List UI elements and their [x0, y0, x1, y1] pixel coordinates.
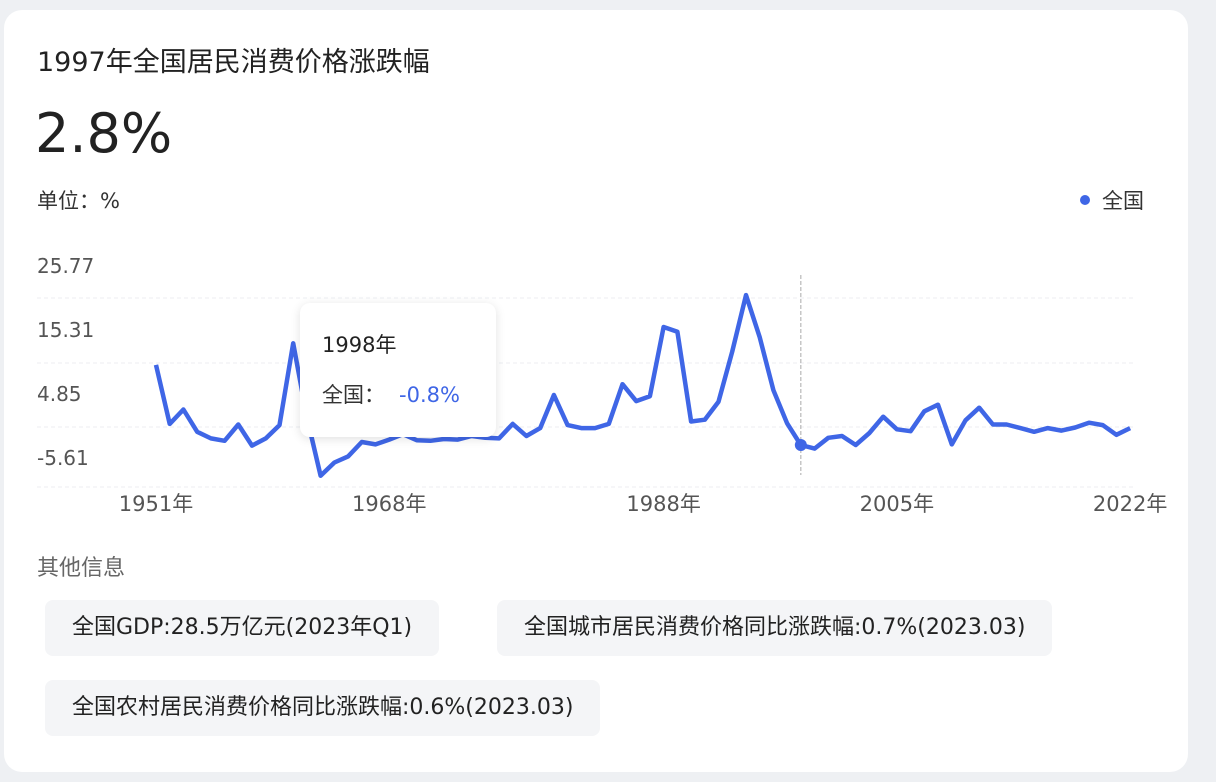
x-tick: 2022年: [1092, 492, 1168, 516]
tooltip-value: -0.8%: [399, 383, 460, 407]
info-chip-rural-cpi[interactable]: 全国农村居民消费价格同比涨跌幅:0.6%(2023.03): [45, 680, 601, 736]
tooltip-row: 全国： -0.8%: [322, 379, 460, 409]
tooltip-series: 全国：: [322, 383, 385, 407]
legend-item[interactable]: 全国: [1080, 185, 1144, 215]
x-tick: 2005年: [859, 492, 935, 516]
unit-label: 单位：%: [37, 189, 120, 213]
chart-tooltip: 1998年 全国： -0.8%: [300, 303, 496, 437]
x-tick: 1951年: [118, 492, 194, 516]
tooltip-year: 1998年: [322, 333, 397, 357]
y-tick: -5.61: [37, 446, 89, 470]
y-tick: 25.77: [37, 254, 95, 278]
y-tick: 4.85: [37, 382, 82, 406]
data-point: [794, 439, 807, 451]
x-tick: 1988年: [626, 492, 701, 516]
other-info-heading: 其他信息: [37, 556, 126, 581]
x-tick: 1968年: [352, 492, 427, 516]
page-title: 1997年全国居民消费价格涨跌幅: [37, 47, 430, 78]
series-line-national: [153, 292, 1132, 478]
headline-value: 2.8%: [35, 102, 173, 165]
legend-dot-icon: [1080, 195, 1090, 205]
legend-label: 全国: [1102, 189, 1144, 213]
info-chip-urban-cpi[interactable]: 全国城市居民消费价格同比涨跌幅:0.7%(2023.03): [497, 600, 1053, 656]
y-tick: 15.31: [37, 318, 95, 342]
info-chip-gdp[interactable]: 全国GDP:28.5万亿元(2023年Q1): [45, 600, 440, 656]
